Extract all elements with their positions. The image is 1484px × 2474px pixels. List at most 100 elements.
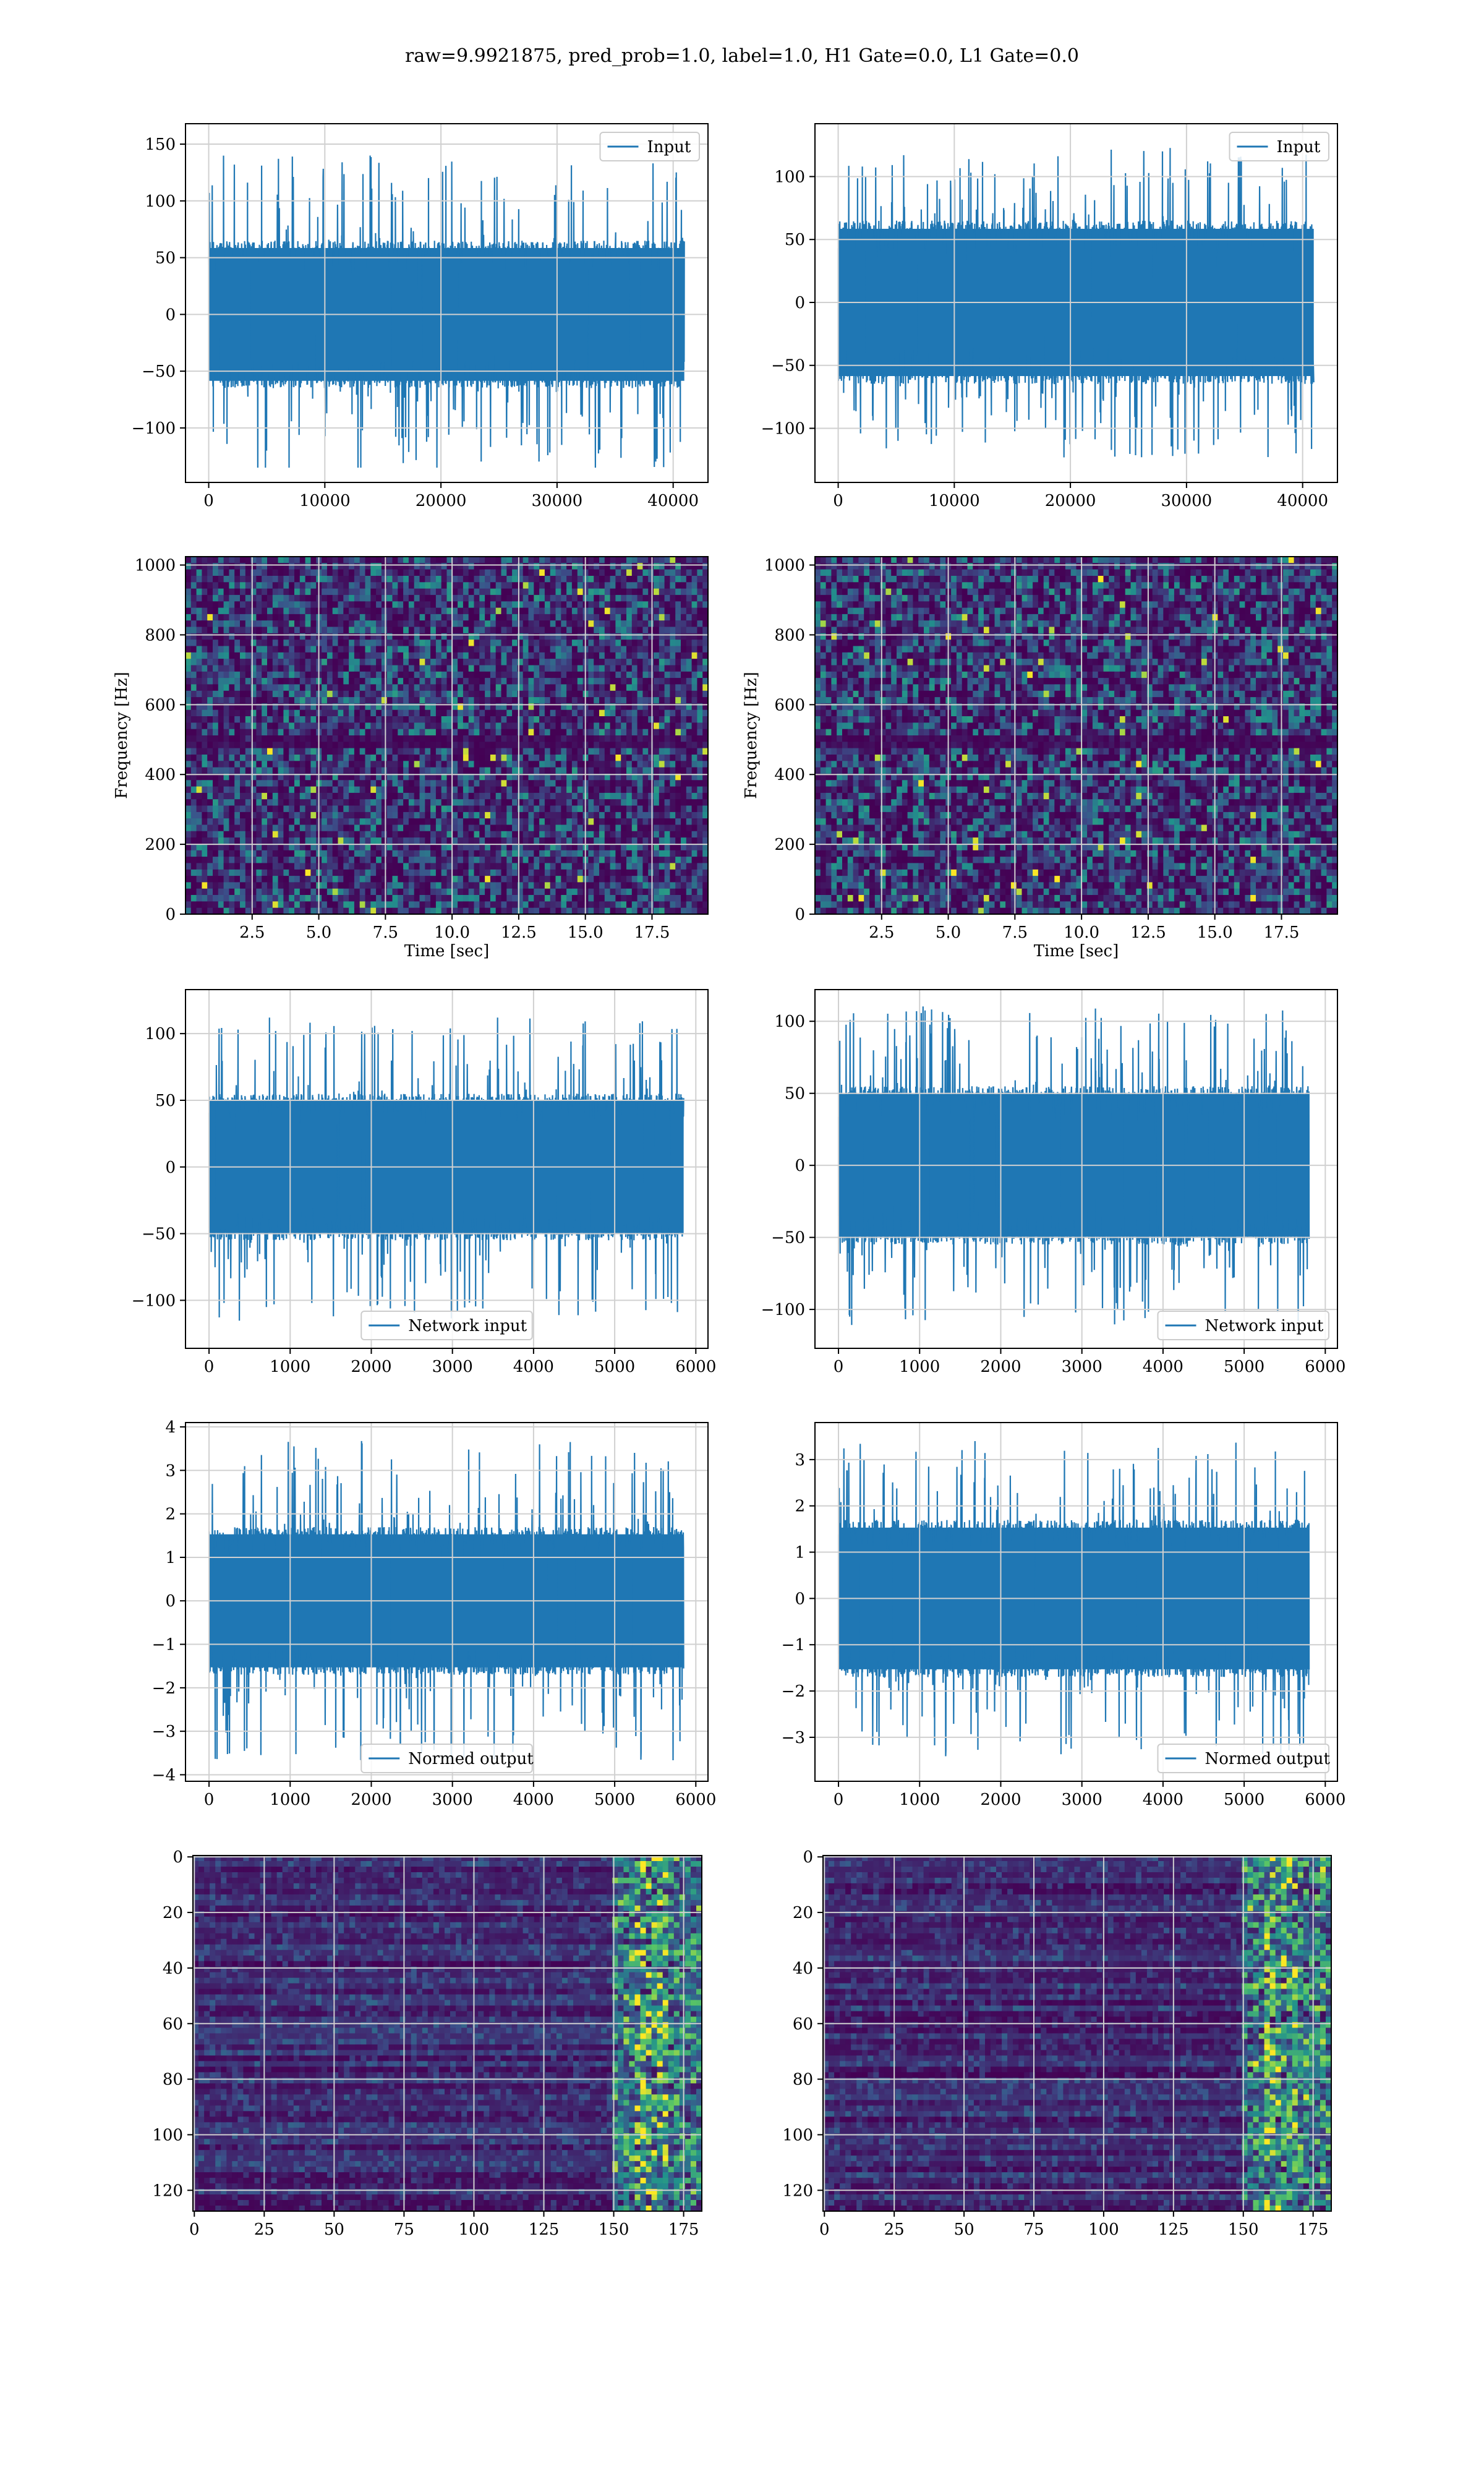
- spectrogram-left-ylabel: Frequency [Hz]: [113, 672, 131, 799]
- feature-map-right-xtick-label: 100: [1088, 2220, 1119, 2239]
- input-left-grid: [186, 124, 708, 482]
- spectrogram-right-ytick-label: 0: [795, 905, 805, 924]
- spectrogram-right-frame: [814, 556, 1338, 915]
- spectrogram-left-ytick-label: 800: [145, 626, 176, 644]
- spectrogram-right-grid: [815, 557, 1337, 914]
- network-input-right-grid: [815, 990, 1337, 1348]
- normed-output-left-ytick-label: 0: [165, 1592, 176, 1611]
- feature-map-left-xtick-label: 150: [599, 2220, 629, 2239]
- input-left-xtick-label: 40000: [647, 492, 699, 510]
- normed-output-left-ytick-label: 3: [165, 1462, 176, 1480]
- feature-map-right-plot-area: [823, 1856, 1331, 2211]
- network-input-right-xtick-label: 2000: [980, 1358, 1021, 1376]
- normed-output-left-xtick-label: 6000: [675, 1791, 716, 1809]
- spectrogram-right-ytick-label: 800: [774, 626, 805, 644]
- normed-output-left-ytick-label: 4: [165, 1418, 176, 1437]
- normed-output-right-ytick-label: 1: [795, 1544, 805, 1562]
- normed-output-left-ytick-label: −3: [152, 1723, 176, 1741]
- normed-output-right-ytick-label: −3: [782, 1729, 805, 1747]
- normed-output-right-xtick-label: 5000: [1224, 1791, 1264, 1809]
- normed-output-right-xtick-label: 2000: [980, 1791, 1021, 1809]
- network-input-left-xtick-label: 2000: [351, 1358, 391, 1376]
- legend-box: [360, 1744, 533, 1773]
- normed-output-left-xtick-label: 5000: [594, 1791, 635, 1809]
- network-input-left-legend: Network input: [360, 1311, 533, 1340]
- feature-map-left-ytick-label: 120: [152, 2181, 183, 2200]
- spectrogram-right-plot-area: [815, 557, 1337, 914]
- input-right-xtick-label: 40000: [1277, 492, 1328, 510]
- feature-map-right-xtick-label: 0: [819, 2220, 830, 2239]
- feature-map-left-xtick-label: 100: [459, 2220, 490, 2239]
- spectrogram-right-ytick-label: 1000: [764, 557, 805, 575]
- normed-output-left-frame: [185, 1422, 709, 1782]
- network-input-right-xtick-label: 0: [834, 1358, 844, 1376]
- legend-box: [599, 132, 700, 161]
- input-left-ytick-label: −50: [142, 362, 176, 381]
- input-right-plot-area: [815, 124, 1337, 482]
- input-right-ytick-label: 50: [785, 231, 805, 249]
- feature-map-left-xtick-label: 175: [668, 2220, 699, 2239]
- network-input-right-ytick-label: −100: [761, 1301, 805, 1319]
- feature-map-left-grid: [193, 1856, 702, 2211]
- spectrogram-right-cells: [815, 557, 1337, 914]
- input-left-xtick-label: 0: [203, 492, 214, 510]
- network-input-left-axes: 0 1000 2000 3000 4000 5000 6000 −100 −50 0 50 100 Ne…: [132, 989, 716, 1376]
- network-input-right-axes: 0 1000 2000 3000 4000 5000 6000 −100 −50 0 50 100 Ne…: [761, 989, 1345, 1376]
- spectrogram-right-xtick-label: 12.5: [1130, 923, 1166, 942]
- input-left-series-line: [208, 155, 685, 468]
- network-input-right-xtick-label: 4000: [1143, 1358, 1183, 1376]
- spectrogram-left-ytick-label: 600: [145, 696, 176, 714]
- spectrogram-right-ytick-label: 400: [774, 766, 805, 784]
- normed-output-left-plot-area: [186, 1423, 708, 1781]
- spectrogram-right-ytick-label: 600: [774, 696, 805, 714]
- feature-map-left-axes: 0 25 50 75 100 125 150 175 0 20 40 60 80 100 120: [152, 1848, 702, 2239]
- feature-map-left-ytick-label: 40: [163, 1959, 183, 1978]
- normed-output-right-ytick-label: −2: [782, 1682, 805, 1701]
- feature-map-right-cells: [823, 1856, 1331, 2211]
- feature-map-left-xtick-label: 25: [254, 2220, 275, 2239]
- legend-label: Normed output: [1205, 1750, 1331, 1768]
- spectrogram-right-xtick-label: 10.0: [1064, 923, 1099, 942]
- feature-map-left-xtick-label: 75: [394, 2220, 414, 2239]
- legend-label: Network input: [1205, 1317, 1324, 1335]
- figure-title: raw=9.9921875, pred_prob=1.0, label=1.0,…: [405, 45, 1079, 67]
- normed-output-left-ytick-label: −4: [152, 1766, 176, 1784]
- normed-output-left-ytick-label: 2: [165, 1505, 176, 1524]
- normed-output-left-ytick-label: 1: [165, 1549, 176, 1567]
- network-input-left-xtick-label: 6000: [675, 1358, 716, 1376]
- feature-map-left-ytick-label: 0: [173, 1848, 183, 1867]
- input-right-xtick-label: 20000: [1045, 492, 1096, 510]
- input-right-ytick-label: −100: [761, 419, 805, 438]
- network-input-right-xtick-label: 1000: [899, 1358, 940, 1376]
- normed-output-left-xtick-label: 1000: [270, 1791, 310, 1809]
- feature-map-right-xtick-label: 150: [1228, 2220, 1259, 2239]
- normed-output-left-legend: Normed output: [360, 1744, 534, 1773]
- spectrogram-right-xtick-label: 5.0: [936, 923, 961, 942]
- normed-output-left-xtick-label: 3000: [432, 1791, 473, 1809]
- network-input-right-xtick-label: 5000: [1224, 1358, 1264, 1376]
- input-right-ytick-label: 0: [795, 294, 805, 312]
- feature-map-left-ytick-label: 60: [163, 2015, 183, 2034]
- feature-map-right-xtick-label: 125: [1158, 2220, 1189, 2239]
- feature-map-left-xtick-label: 125: [529, 2220, 560, 2239]
- network-input-right-legend: Network input: [1157, 1311, 1329, 1340]
- normed-output-right-xtick-label: 4000: [1143, 1791, 1183, 1809]
- normed-output-left-xtick-label: 0: [204, 1791, 215, 1809]
- spectrogram-left-axes: 2.5 5.0 7.5 10.0 12.5 15.0 17.5 0 200 400 600 800 10…: [113, 556, 709, 961]
- network-input-left-xtick-label: 5000: [594, 1358, 635, 1376]
- input-left-ytick-label: 0: [165, 306, 176, 324]
- normed-output-right-ytick-label: −1: [782, 1636, 805, 1654]
- spectrogram-left-xtick-label: 15.0: [568, 923, 603, 942]
- feature-map-left-xtick-label: 50: [324, 2220, 344, 2239]
- spectrogram-left-frame: [185, 556, 709, 915]
- spectrogram-left-ytick-label: 400: [145, 766, 176, 784]
- spectrogram-right-xtick-label: 2.5: [869, 923, 894, 942]
- input-right-ytick-label: 100: [774, 168, 805, 186]
- normed-output-left-grid: [186, 1423, 708, 1781]
- spectrogram-left-plot-area: [186, 557, 708, 914]
- feature-map-left-plot-area: [193, 1856, 702, 2211]
- input-right-legend: Input: [1229, 132, 1329, 161]
- feature-map-left-cells: [193, 1856, 702, 2211]
